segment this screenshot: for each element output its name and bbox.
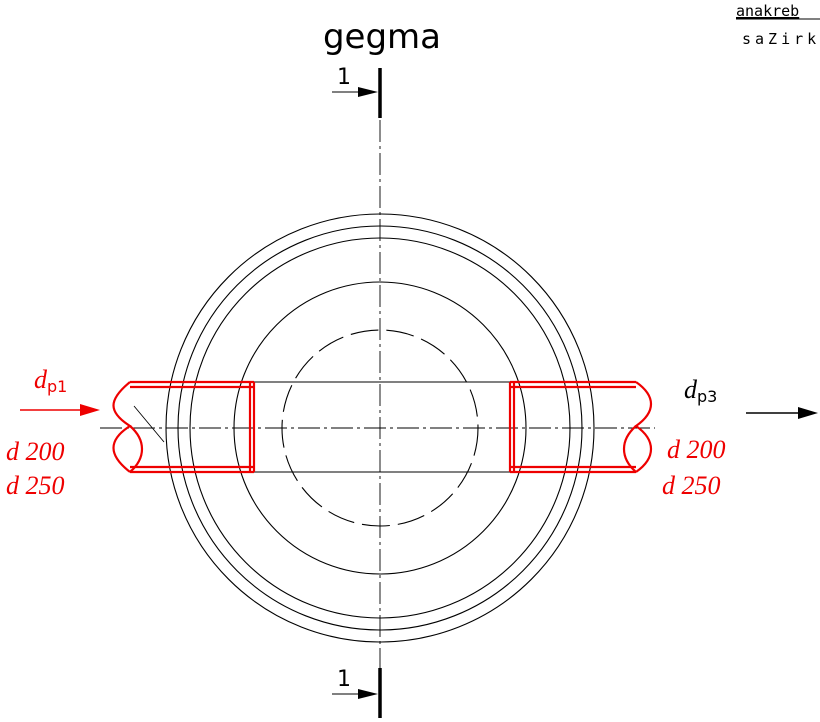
inlet-size-1: d 200: [6, 437, 65, 466]
drawing-title: gegma: [323, 17, 441, 57]
inlet-size-2: d 250: [6, 471, 65, 500]
corner-note-line2: saZirk: [742, 30, 820, 48]
section-marker-bottom-arrowhead: [358, 689, 378, 699]
outlet-size-2: d 250: [662, 471, 721, 500]
ring-3: [189, 237, 571, 619]
inlet-pipe-hatch: [133, 405, 165, 443]
outlet-flow-label: dp3: [684, 375, 717, 406]
inlet-flow-label-sub: p1: [47, 377, 67, 396]
corner-note-line1: anakreb: [736, 2, 799, 20]
section-marker-top-arrowhead: [358, 87, 378, 97]
section-marker-bottom: 1: [332, 667, 382, 718]
outlet-flow-label-main: d: [684, 375, 698, 404]
inlet-flow-label-main: d: [34, 365, 48, 394]
outlet-flow-arrowhead: [798, 407, 818, 419]
inlet-flow-arrowhead: [80, 404, 100, 416]
section-marker-bottom-label: 1: [337, 667, 351, 692]
section-marker-top: 1: [332, 65, 382, 118]
inlet-pipe: [112, 380, 256, 474]
outlet-flow-label-sub: p3: [697, 387, 717, 406]
inlet-flow-label: dp1: [34, 365, 67, 396]
outer-ring: [165, 213, 595, 643]
section-marker-top-label: 1: [337, 65, 351, 90]
well-rings: [165, 213, 595, 643]
inlet-label-group: dp1 d 200 d 250: [6, 365, 100, 500]
inner-hatch-ring: [281, 329, 479, 527]
ring-4: [233, 281, 527, 575]
ring-2: [177, 225, 583, 631]
outlet-label-group: dp3 d 200 d 250: [662, 375, 818, 500]
outlet-pipe: [508, 380, 652, 474]
outlet-size-1: d 200: [667, 435, 726, 464]
